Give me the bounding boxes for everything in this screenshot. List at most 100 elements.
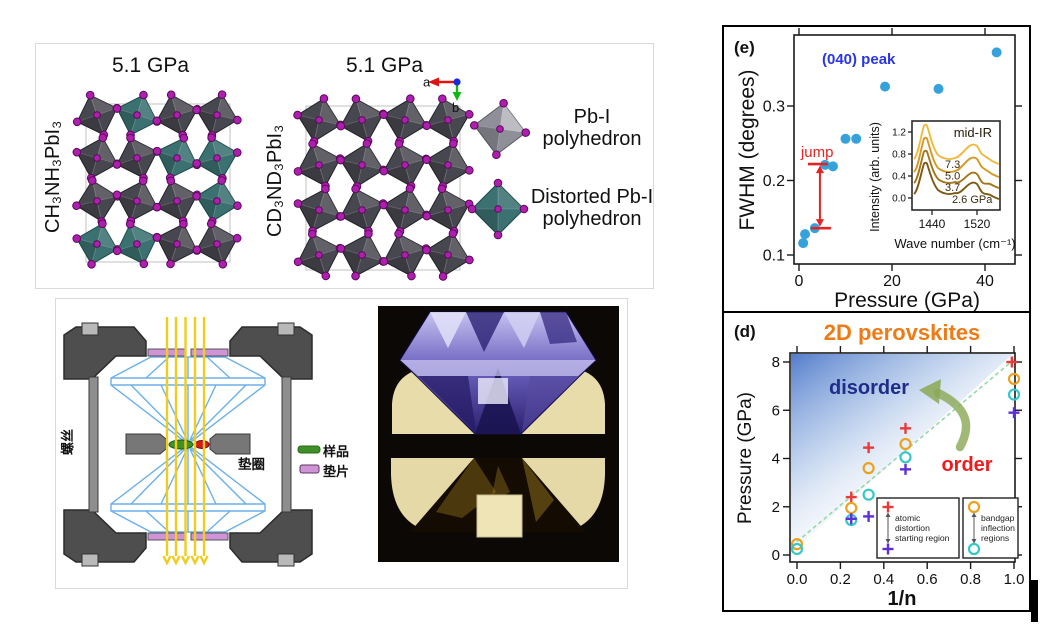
ir-spectrum-curve [913, 149, 1000, 189]
data-point [827, 161, 838, 172]
inset-y-tick-label: 0.0 [892, 194, 906, 205]
formula-ch3nh3pbi3: CH₃NH₃PbI₃ [42, 120, 64, 234]
iodine-atom [192, 191, 201, 201]
pb-i-polyhedron [112, 176, 162, 226]
pb-i-polyhedron [152, 176, 202, 226]
pb-i-polyhedron [293, 184, 345, 236]
distorted-pb-i-polyhedron [192, 133, 242, 183]
crystal-structure-ch3nh3pbi3 [72, 90, 242, 269]
iodine-atom [166, 259, 175, 269]
y-tick-label: 2 [772, 499, 780, 516]
iodine-atom [232, 233, 242, 243]
lead-atom [133, 111, 141, 119]
iodine-atom [233, 201, 242, 211]
data-point [800, 229, 811, 240]
lead-atom [133, 240, 141, 248]
legend-text-line: bandgap [981, 513, 1015, 523]
curve-label: 5.0 [945, 171, 960, 183]
iodine-atom [351, 184, 360, 194]
iodine-atom [112, 190, 122, 200]
y-tick-label: 0.3 [763, 99, 785, 116]
data-point [840, 133, 851, 144]
iodine-atom [362, 139, 372, 148]
x-tick-label: 0.2 [830, 571, 851, 588]
range-arrow-icon [971, 512, 977, 517]
lead-atom [401, 116, 409, 124]
order-label: order [941, 454, 992, 476]
iodine-atom [293, 110, 302, 120]
plots-column: 0 20 40 0.1 0.2 0.3 Pressure (GPa) FWHM (degree… [722, 25, 1031, 612]
y-axis-label: FWHM (degrees) [736, 69, 759, 230]
pb-i-polyhedron [336, 139, 388, 191]
iodine-atom [293, 257, 303, 267]
screw-rods [88, 376, 292, 513]
iodine-atom [72, 201, 81, 211]
iodine-atom [152, 202, 162, 212]
pb-i-polyhedron [422, 229, 474, 281]
pb-i-polyhedron-legend-label: Pb-I polyhedron [542, 106, 642, 150]
ir-spectrum-curve [913, 161, 1000, 200]
diamond-anvil-cell-panel: 螺丝 垫圈 样品 垫片 [55, 298, 628, 589]
data-point [967, 500, 981, 514]
x-tick-label: 40 [976, 273, 994, 290]
iodine-atom [465, 166, 474, 175]
pb-i-polyhedron [293, 94, 345, 146]
y-tick-label: 0.2 [763, 173, 785, 190]
curve-label: 2.6 GPa [952, 194, 993, 206]
ir-spectrum-curve [913, 123, 1000, 165]
iodine-atom [72, 234, 82, 243]
pb-i-polyhedron [152, 90, 202, 140]
jump-label: jump [800, 144, 834, 161]
pb-i-polyhedron [336, 94, 388, 146]
iodine-atom [336, 155, 345, 165]
pb-i-polyhedron [192, 219, 242, 269]
iodine-atom [218, 259, 228, 269]
spacer-legend-swatch [299, 464, 320, 474]
iodine-atom [152, 116, 162, 126]
arrowhead-icon [919, 379, 941, 404]
data-point [1007, 388, 1021, 401]
iodine-atom [166, 176, 176, 186]
dac-photo [378, 306, 619, 562]
lead-atom [401, 251, 409, 259]
iodine-atom [422, 245, 431, 255]
lead-atom [358, 206, 366, 214]
iodine-atom [112, 104, 122, 113]
disorder-label: disorder [829, 377, 909, 399]
iodine-atom [407, 271, 416, 281]
iodine-atom [217, 176, 227, 185]
inset-x-label: Wave number (cm⁻¹) [894, 236, 1015, 251]
lead-atom [213, 240, 221, 248]
iodine-atom [192, 105, 201, 115]
x-tick-label: 0.8 [960, 571, 981, 588]
lead-atom [93, 197, 101, 205]
lead-atom [496, 125, 504, 133]
pb-i-polyhedron [72, 133, 122, 183]
lower-diamond [410, 458, 586, 538]
iodine-atom [152, 233, 162, 242]
iodine-atom [493, 178, 503, 188]
iodine-atom [336, 212, 346, 221]
lead-atom [133, 154, 141, 162]
iodine-atom [406, 94, 415, 103]
pb-i-polyhedron [112, 133, 162, 183]
lead-atom [444, 206, 452, 214]
lead-atom [93, 111, 101, 119]
iodine-atom [519, 204, 529, 214]
y-tick-label: 0 [772, 547, 780, 564]
inset-x-tick-label: 1440 [919, 217, 946, 231]
inset-y-tick-label: 0.8 [892, 150, 906, 161]
y-tick-label: 6 [772, 402, 780, 419]
iodine-atom [138, 176, 148, 186]
axis-b-label: b [452, 100, 459, 115]
iodine-atom [405, 184, 415, 193]
distorted-pb-i-polyhedron [152, 133, 202, 183]
inset-y-tick-label: 1.2 [892, 128, 906, 139]
screw-heads [81, 322, 295, 567]
iodine-atom [233, 115, 242, 125]
order-disorder-boundary [796, 358, 1015, 543]
distorted-pb-i-polyhedron [467, 178, 529, 240]
iodine-atom [125, 219, 135, 229]
legend-box [962, 497, 1019, 559]
legend-text-line: inflection [981, 523, 1015, 533]
